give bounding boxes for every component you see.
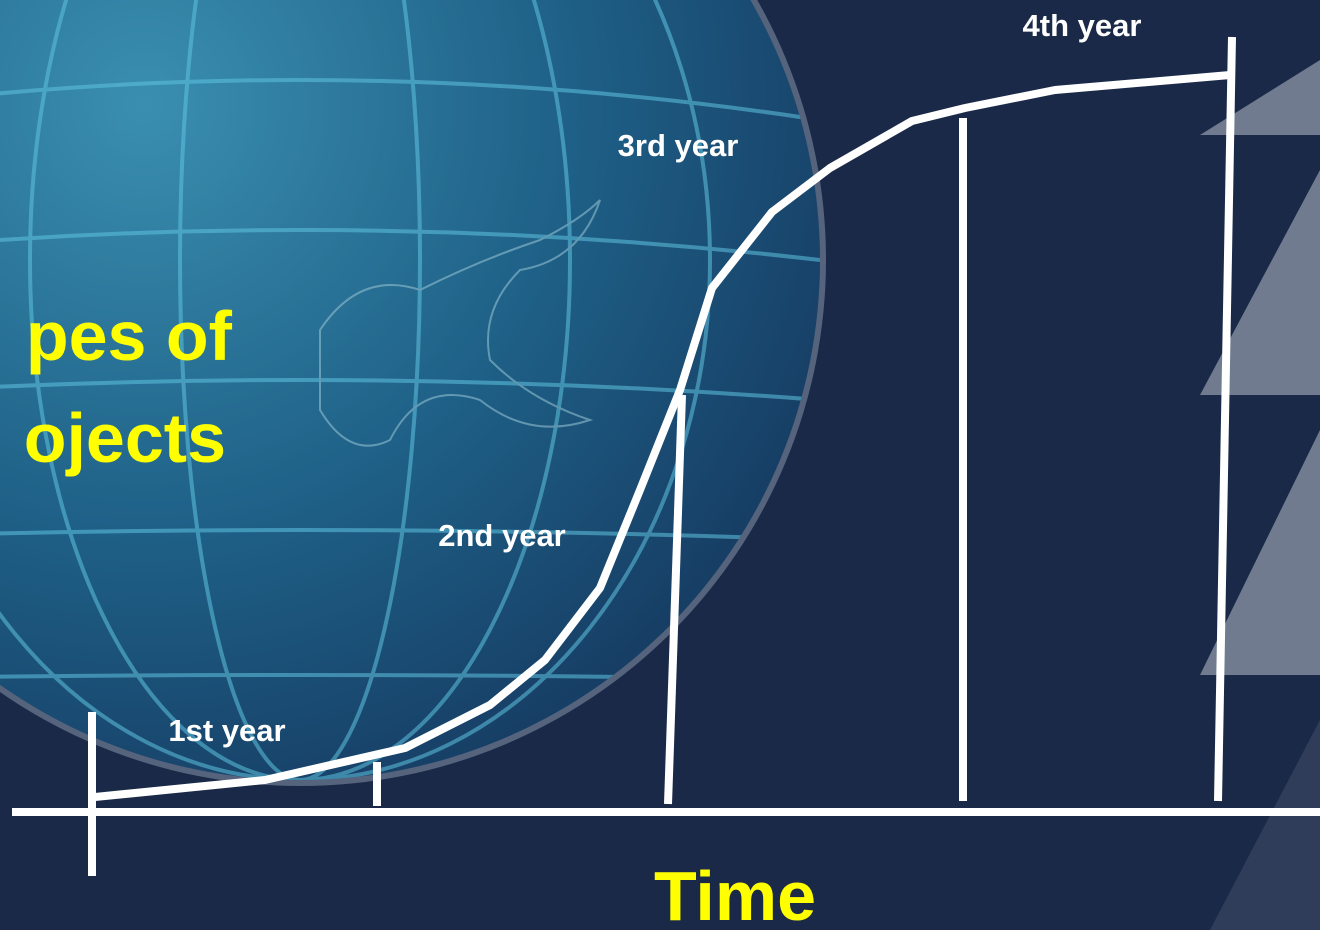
- year-label: 1st year: [168, 713, 285, 748]
- diagram-lines: [12, 36, 1320, 876]
- title-line: pes of: [26, 297, 233, 375]
- year-label: 4th year: [1023, 8, 1142, 43]
- year-label: 2nd year: [438, 518, 566, 553]
- year-label: 3rd year: [618, 128, 739, 163]
- year-divider: [664, 394, 686, 805]
- title-line: ojects: [24, 399, 226, 477]
- year-divider: [1214, 36, 1236, 802]
- title: pes of ojects: [24, 297, 233, 477]
- year-labels: 1st year 2nd year 3rd year 4th year: [168, 8, 1141, 748]
- s-curve: [94, 71, 1231, 801]
- axis-label: Time: [654, 857, 816, 930]
- globe: [0, 0, 826, 786]
